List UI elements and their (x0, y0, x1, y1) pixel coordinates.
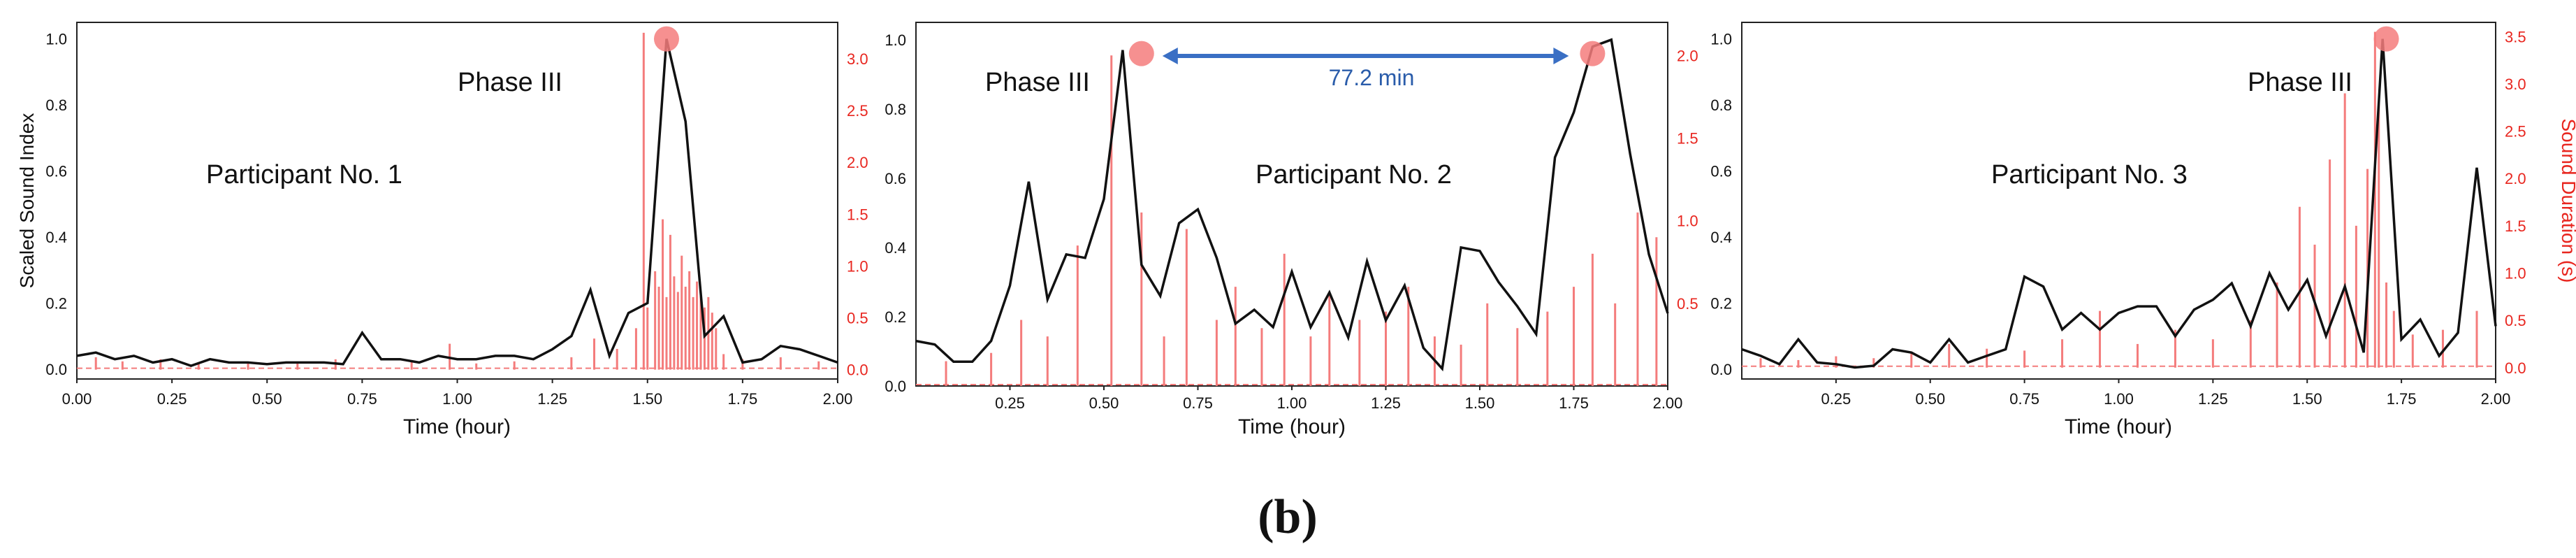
y-tick-label: 0.0 (885, 378, 906, 395)
y2-tick-label: 2.0 (2505, 170, 2526, 187)
x-tick-label: 1.75 (1559, 394, 1589, 412)
y-tick-label: 0.8 (885, 101, 906, 118)
x-tick-label: 0.25 (1821, 390, 1851, 408)
x-tick-label: 1.25 (1371, 394, 1401, 412)
y-axis-label: Scaled Sound Index (16, 113, 38, 289)
y-tick-label: 0.0 (45, 361, 67, 378)
x-tick-label: 1.25 (2198, 390, 2228, 408)
y-tick-label: 1.0 (885, 31, 906, 49)
x-tick-label: 1.75 (727, 390, 757, 408)
x-tick-label: 0.75 (2009, 390, 2039, 408)
y2-tick-label: 3.0 (847, 50, 868, 68)
participant-label: Participant No. 1 (206, 160, 402, 189)
scaled-sound-index-line (915, 38, 1669, 372)
chart-panel-2: 77.2 min 0.25 0.50 0.75 1.00 1.25 1.50 1.75 2.0… (885, 22, 1698, 438)
peak-marker (1128, 41, 1154, 66)
x-tick-label: 0.00 (62, 390, 92, 408)
gap-duration-label: 77.2 min (1329, 65, 1415, 90)
x-tick-label: 0.50 (252, 390, 282, 408)
y-tick-label: 0.0 (1710, 361, 1732, 378)
x-tick-label: 0.50 (1089, 394, 1119, 412)
phase-label: Phase III (2248, 68, 2352, 97)
participant-label: Participant No. 2 (1256, 160, 1452, 189)
participant-label: Participant No. 3 (1991, 160, 2188, 189)
y-tick-label: 0.2 (45, 294, 67, 312)
y2-tick-label: 1.0 (847, 257, 868, 275)
y2-tick-label: 0.0 (847, 362, 868, 379)
x-tick-label: 0.25 (157, 390, 187, 408)
scaled-sound-index-line (76, 38, 838, 367)
y-tick-label: 0.4 (1710, 229, 1732, 246)
peak-marker (1580, 41, 1606, 66)
phase-gap-annotation: 77.2 min (1162, 48, 1569, 90)
y-tick-label: 0.6 (885, 170, 906, 187)
y2-tick-label: 2.5 (847, 102, 868, 120)
peak-marker (653, 26, 679, 52)
gap-arrow-right-head (1553, 48, 1569, 64)
y-tick-label: 0.2 (885, 308, 906, 326)
x-tick-label: 2.00 (1653, 394, 1683, 412)
x-tick-label: 1.50 (1465, 394, 1495, 412)
chart-panel-3: 0.25 0.50 0.75 1.00 1.25 1.50 1.75 2.00 0.0 0.2 0… (1710, 22, 2576, 438)
phase-label: Phase III (458, 68, 562, 97)
y2-tick-label: 1.5 (1677, 129, 1698, 147)
peak-marker (2373, 26, 2399, 52)
x-tick-label: 1.50 (632, 390, 662, 408)
x-tick-label: 0.50 (1915, 390, 1945, 408)
y-tick-label: 0.2 (1710, 294, 1732, 312)
y2-tick-label: 2.5 (2505, 123, 2526, 141)
x-axis-label: Time (hour) (403, 415, 511, 438)
y-tick-label: 0.8 (1710, 96, 1732, 114)
y2-tick-label: 1.0 (1677, 213, 1698, 230)
y2-tick-label: 3.0 (2505, 76, 2526, 93)
y2-tick-label: 1.5 (2505, 217, 2526, 235)
y2-tick-label: 0.5 (1677, 295, 1698, 313)
y2-axis-label: Sound Duration (s) (2558, 118, 2576, 282)
x-tick-label: 1.00 (1277, 394, 1307, 412)
x-tick-label: 1.00 (442, 390, 472, 408)
scaled-sound-index-line (1741, 38, 2497, 369)
y-tick-label: 0.4 (885, 239, 906, 257)
y2-tick-label: 0.5 (2505, 312, 2526, 329)
y-tick-label: 0.6 (45, 163, 67, 180)
x-tick-label: 2.00 (823, 390, 853, 408)
y2-tick-label: 1.0 (2505, 264, 2526, 282)
x-axis-label: Time (hour) (1238, 415, 1346, 438)
y2-tick-label: 0.5 (847, 310, 868, 327)
x-tick-label: 0.25 (995, 394, 1025, 412)
x-tick-label: 1.00 (2104, 390, 2134, 408)
phase-label: Phase III (985, 68, 1090, 97)
gap-arrow-left-head (1162, 48, 1178, 64)
figure-label: (b) (1258, 490, 1318, 544)
y2-tick-label: 1.5 (847, 206, 868, 223)
y2-tick-label: 2.0 (1677, 47, 1698, 64)
x-tick-label: 1.25 (537, 390, 567, 408)
x-tick-label: 1.50 (2292, 390, 2322, 408)
x-tick-label: 0.75 (347, 390, 377, 408)
x-tick-label: 1.75 (2387, 390, 2417, 408)
y-tick-label: 1.0 (1710, 31, 1732, 48)
y-tick-label: 0.4 (45, 229, 67, 246)
chart-panel-1: 0.00 0.25 0.50 0.75 1.00 1.25 1.50 1.75 2.00 0.0… (16, 22, 868, 438)
y-tick-label: 1.0 (45, 31, 67, 48)
x-axis-label: Time (hour) (2065, 415, 2172, 438)
y2-tick-label: 0.0 (2505, 359, 2526, 377)
x-tick-label: 2.00 (2481, 390, 2511, 408)
plot-area-frame (1741, 22, 2496, 380)
y-tick-label: 0.8 (45, 96, 67, 114)
y2-tick-label: 3.5 (2505, 28, 2526, 45)
y-tick-label: 0.6 (1710, 163, 1732, 180)
y2-tick-label: 2.0 (847, 154, 868, 171)
x-tick-label: 0.75 (1183, 394, 1213, 412)
